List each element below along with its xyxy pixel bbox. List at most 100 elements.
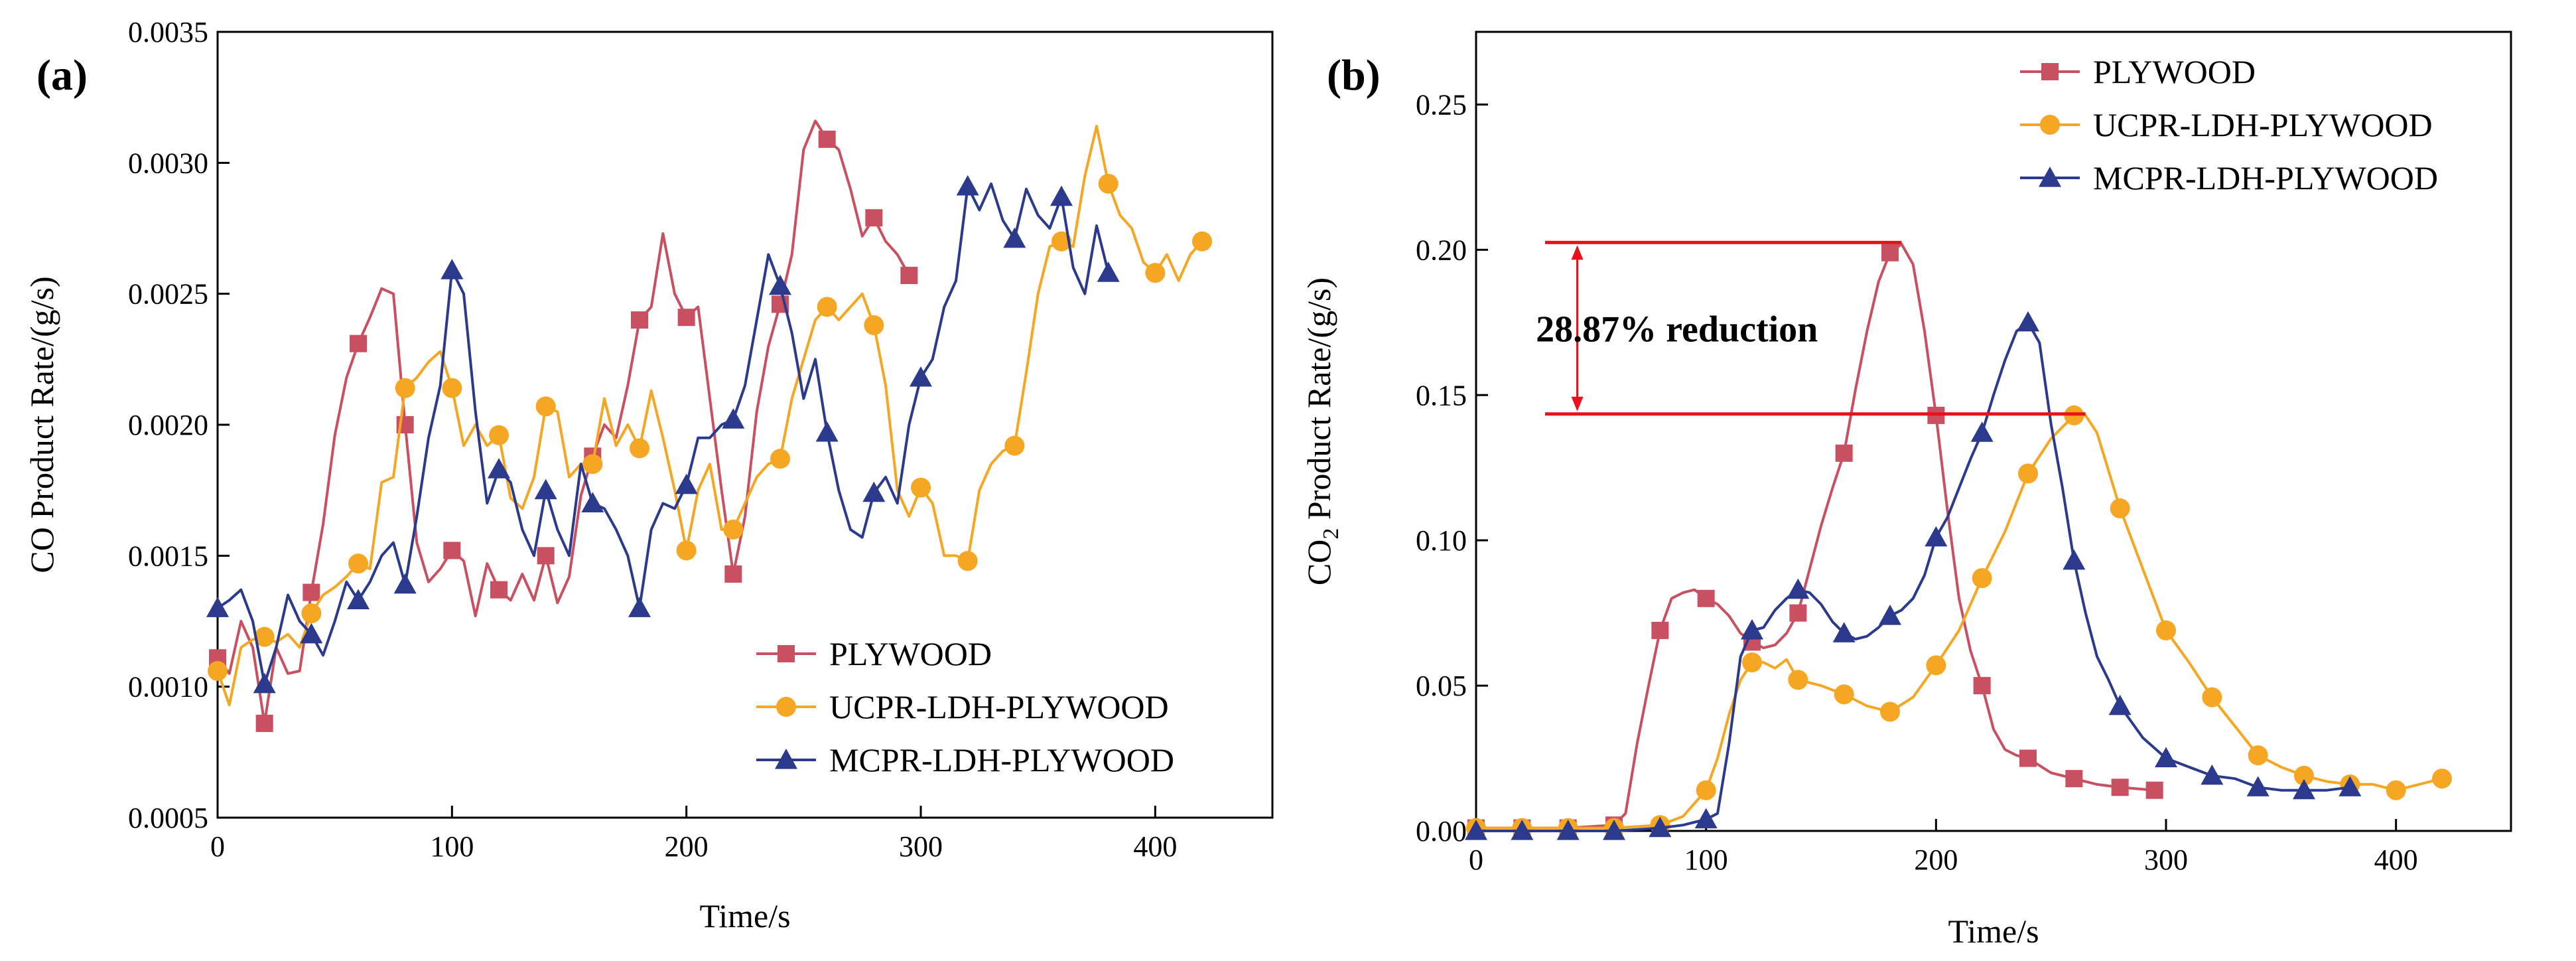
data-point-marker [2019,749,2037,767]
panel-b-y-axis-title: CO2 Product Rate/(g/s) [1300,277,1343,585]
reduction-annotation: 28.87% reduction [1536,240,2086,416]
y-tick-label: 0.0005 [128,802,208,834]
data-point-marker [864,315,884,336]
data-point-marker [1787,578,1810,599]
data-point-marker [2246,776,2270,796]
data-point-marker [2432,769,2452,789]
data-point-marker [348,554,368,574]
legend-label: MCPR-LDH-PLYWOOD [829,741,1174,778]
data-point-marker [1649,816,1672,838]
x-tick-label: 0 [210,830,225,863]
data-point-marker [2156,620,2176,640]
y-tick-label: 0.25 [1416,88,1467,121]
data-point-marker [1832,622,1856,642]
data-point-marker [535,396,556,417]
reduction-label: 28.87% reduction [1536,309,1818,350]
x-tick-label: 100 [430,830,474,863]
arrow-head-up-icon [1571,245,1584,260]
data-point-marker [817,297,837,317]
data-point-marker [1696,780,1716,800]
data-point-marker [956,175,979,196]
data-point-marker [253,672,276,694]
data-point-marker [1879,605,1901,625]
legend-label: PLYWOOD [2093,53,2256,90]
panel-b-y-axis-title-post: Product Rate/(g/s) [1300,277,1337,528]
y-tick-label: 0.20 [1416,234,1467,266]
panel-a: (a) 0.0005 0.0010 0.0015 0.0020 0.0025 0.0030… [23,16,1274,934]
data-point-marker [206,597,229,617]
x-tick-label: 400 [2374,844,2418,876]
data-point-marker [1788,670,1808,690]
x-tick-label: 200 [665,830,709,863]
data-point-marker [1192,231,1212,252]
panel-b-label: (b) [1327,51,1381,100]
data-point-marker [1603,820,1625,840]
data-point-marker [1097,261,1120,282]
data-point-marker [2018,463,2038,484]
data-point-marker [630,438,649,459]
series-mcpr-ldh-plywood [1465,311,2362,840]
data-point-marker [628,597,651,617]
data-point-marker [303,583,320,601]
data-point-marker [301,603,322,624]
x-tick-label: 400 [1133,830,1177,863]
legend-marker [2040,115,2060,135]
data-point-marker [2065,770,2083,788]
y-tick-label: 0.0030 [128,147,208,179]
data-point-marker [2294,765,2314,786]
data-point-marker [770,449,790,469]
data-point-marker [1003,227,1026,248]
data-point-marker [347,589,370,610]
series-mcpr-ldh-plywood [206,175,1120,694]
data-point-marker [769,274,791,295]
data-point-marker [957,551,978,571]
y-tick-label: 0.0025 [128,278,208,311]
data-point-marker [581,492,604,512]
series-line [216,119,911,725]
legend-label: PLYWOOD [829,635,992,672]
data-point-marker [1973,677,1991,695]
data-point-marker [723,519,744,540]
data-point-marker [677,309,695,327]
series-line [1476,242,2155,830]
y-tick-label: 0.05 [1416,670,1467,702]
legend-marker [775,749,797,769]
data-point-marker [1694,808,1718,829]
data-point-marker [254,627,275,647]
data-point-marker [441,259,464,279]
data-point-marker [1972,568,1992,589]
data-point-marker [2063,549,2086,570]
data-point-marker [1556,820,1580,840]
panel-a-y-ticks: 0.0005 0.0010 0.0015 0.0020 0.0025 0.0030 0.00… [128,16,230,834]
panel-a-x-axis-title: Time/s [699,897,790,934]
series-line [216,125,1203,707]
data-point-marker [1651,621,1669,639]
data-point-marker [395,378,415,398]
data-point-marker [1741,619,1763,640]
panel-a-x-ticks: 0 100 200 300 400 [210,806,1177,863]
data-point-marker [724,565,742,583]
data-point-marker [1925,526,1948,547]
data-point-marker [1880,702,1900,722]
data-point-marker [722,408,745,429]
data-point-marker [2202,687,2222,707]
data-point-marker [1834,684,1854,705]
data-point-marker [300,623,323,644]
panel-b-y-axis-title-sub: 2 [1319,528,1343,540]
legend-marker [778,645,795,662]
panel-b-y-ticks: 0.00 0.05 0.10 0.15 0.20 0.25 [1416,88,1488,848]
data-point-marker [1881,244,1899,261]
data-point-marker [208,660,228,681]
panel-b-x-ticks: 0 100 200 300 400 [1469,819,2418,876]
panel-b-y-axis-title-pre: CO [1300,540,1337,585]
data-point-marker [1098,173,1119,194]
series-line [1476,321,2350,832]
legend-label: UCPR-LDH-PLYWOOD [2093,106,2433,143]
data-point-marker [350,334,367,352]
legend-marker [776,697,796,717]
data-point-marker [488,458,510,479]
data-point-marker [442,378,462,398]
data-point-marker [1970,421,1994,442]
data-point-marker [2108,694,2132,715]
